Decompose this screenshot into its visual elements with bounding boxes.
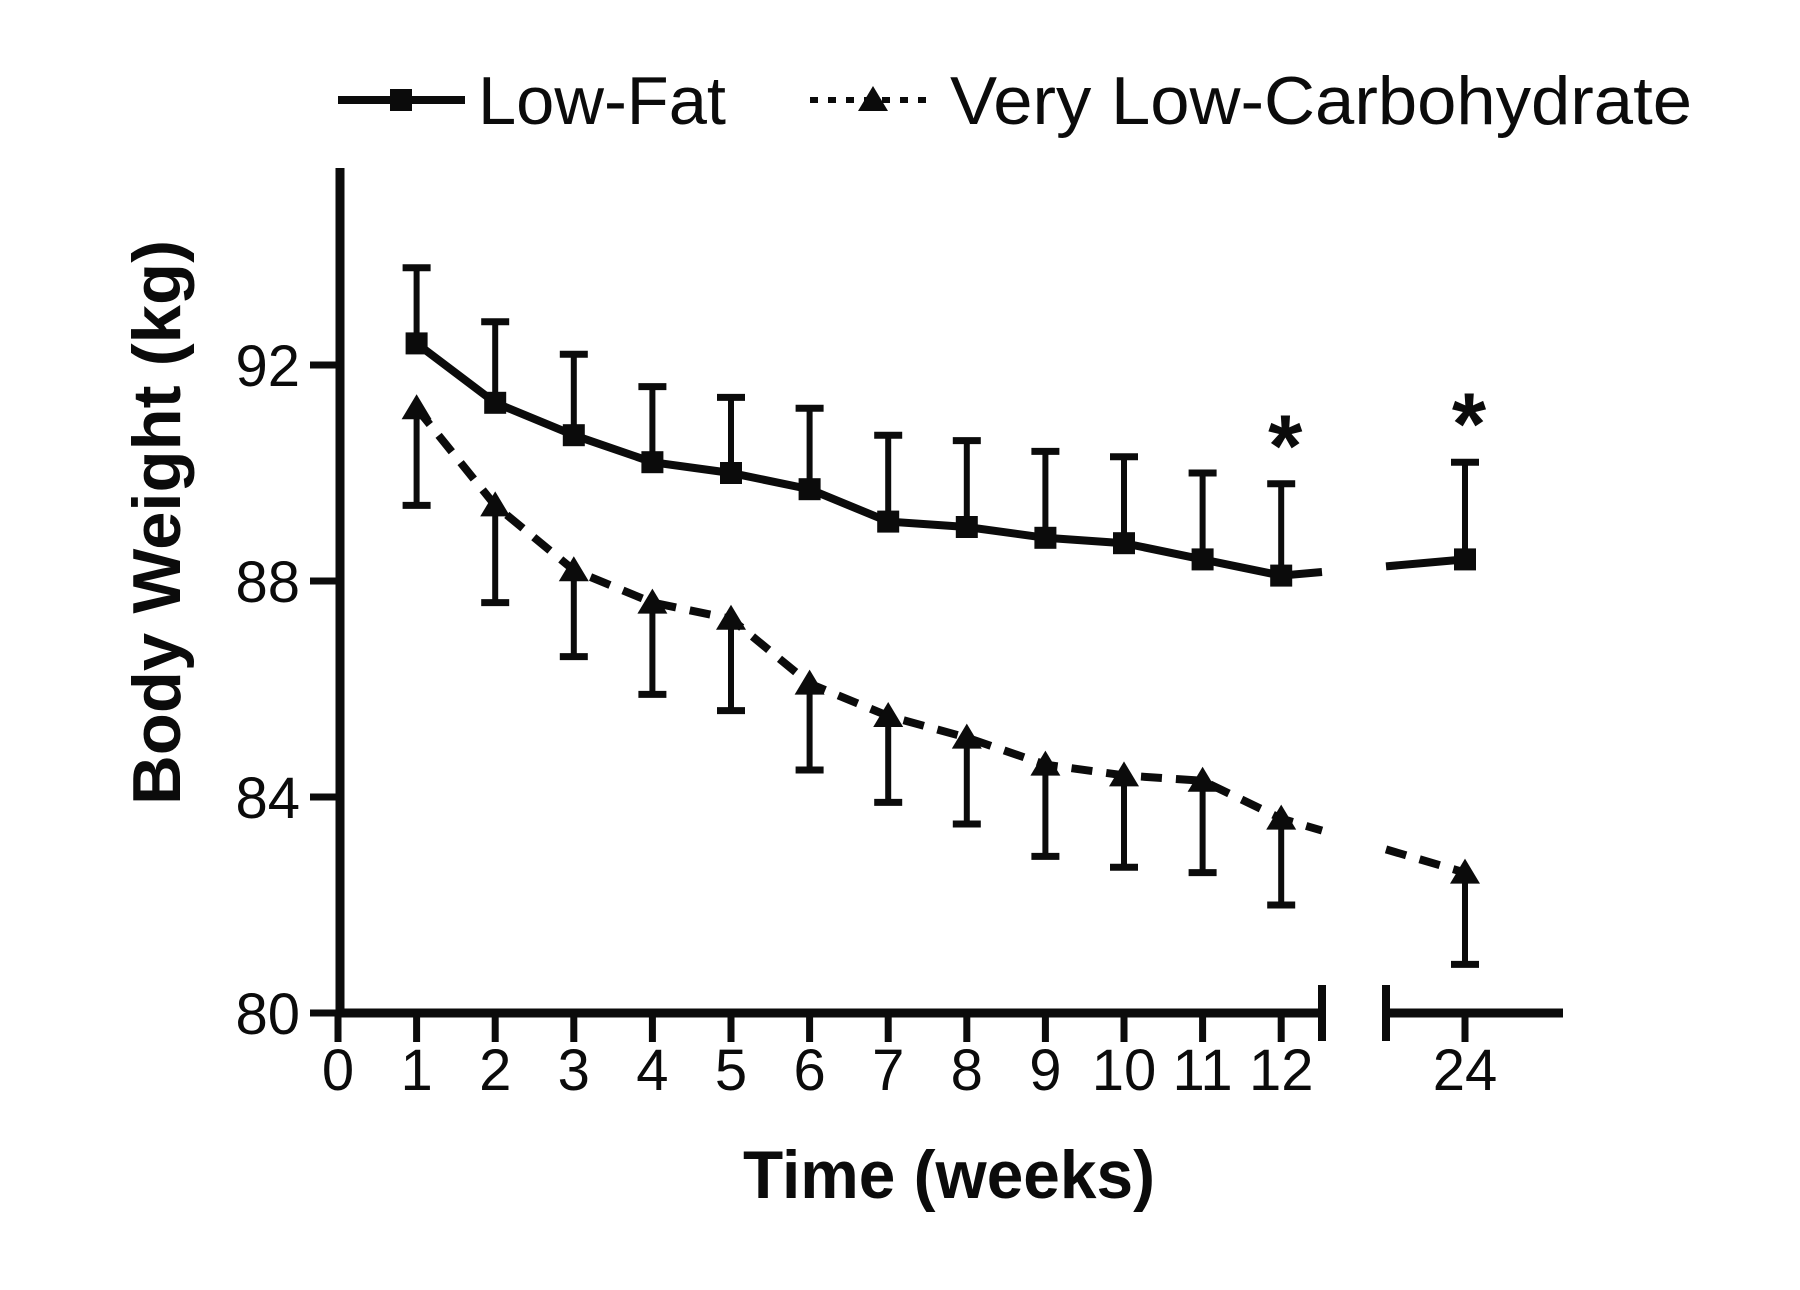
marker-triangle-very-low-carbohydrate [1187,766,1218,792]
legend-lowfat-square-marker-icon [390,89,412,111]
marker-square-low-fat [1270,564,1293,587]
marker-triangle-very-low-carbohydrate [480,491,511,517]
x-tick-label: 1 [400,1038,432,1103]
x-tick-label: 6 [793,1038,825,1103]
marker-square-low-fat [405,332,428,355]
y-tick-label: 80 [235,982,300,1047]
x-tick-label: 2 [479,1038,511,1103]
legend-vlc-triangle-marker-icon [858,86,888,111]
x-tick-label: 4 [636,1038,668,1103]
x-tick-label: 5 [715,1038,747,1103]
x-tick-label: 8 [951,1038,983,1103]
axes [335,168,1563,1041]
x-tick-label: 9 [1029,1038,1061,1103]
annotation-asterisk-week-12: * [1268,396,1303,495]
marker-triangle-very-low-carbohydrate [951,723,982,749]
marker-square-low-fat [641,451,664,474]
x-tick-label: 10 [1092,1038,1157,1103]
x-axis-title: Time (weeks) [743,1137,1155,1213]
marker-square-low-fat [1191,548,1214,571]
marker-square-low-fat [1454,548,1476,571]
legend-label-very-low-carbohydrate: Very Low-Carbohydrate [950,63,1692,139]
marker-triangle-very-low-carbohydrate [558,556,589,582]
marker-square-low-fat [562,424,585,447]
x-tick-label: 7 [872,1038,904,1103]
marker-square-low-fat [720,462,742,484]
marker-triangle-very-low-carbohydrate [401,394,432,420]
annotation-asterisk-week-24: * [1452,374,1487,473]
marker-square-low-fat [1034,526,1057,549]
marker-triangle-very-low-carbohydrate [716,604,746,630]
y-axis-title: Body Weight (kg) [119,240,195,805]
marker-triangle-very-low-carbohydrate [1109,761,1139,787]
marker-square-low-fat [1113,532,1135,555]
x-tick-label: 12 [1249,1038,1314,1103]
legend-label-low-fat: Low-Fat [478,63,726,139]
marker-square-low-fat [798,478,821,501]
y-tick-label: 92 [235,334,300,399]
marker-square-low-fat [877,510,900,533]
marker-triangle-very-low-carbohydrate [1030,750,1061,776]
marker-triangle-very-low-carbohydrate [1450,858,1480,884]
marker-triangle-very-low-carbohydrate [873,702,904,727]
legend: Low-Fat Very Low-Carbohydrate [338,63,1692,139]
x-tick-label: 11 [1172,1038,1232,1103]
marker-triangle-very-low-carbohydrate [794,669,825,695]
x-tick-label: 24 [1433,1038,1498,1103]
y-tick-label: 88 [235,550,300,615]
marker-square-low-fat [955,516,978,538]
marker-triangle-very-low-carbohydrate [637,588,668,614]
marker-triangle-very-low-carbohydrate [1266,804,1297,830]
marker-square-low-fat [484,391,507,414]
x-tick-label: 3 [558,1038,590,1103]
y-tick-label: 84 [235,766,300,831]
x-tick-label: 0 [322,1038,354,1103]
